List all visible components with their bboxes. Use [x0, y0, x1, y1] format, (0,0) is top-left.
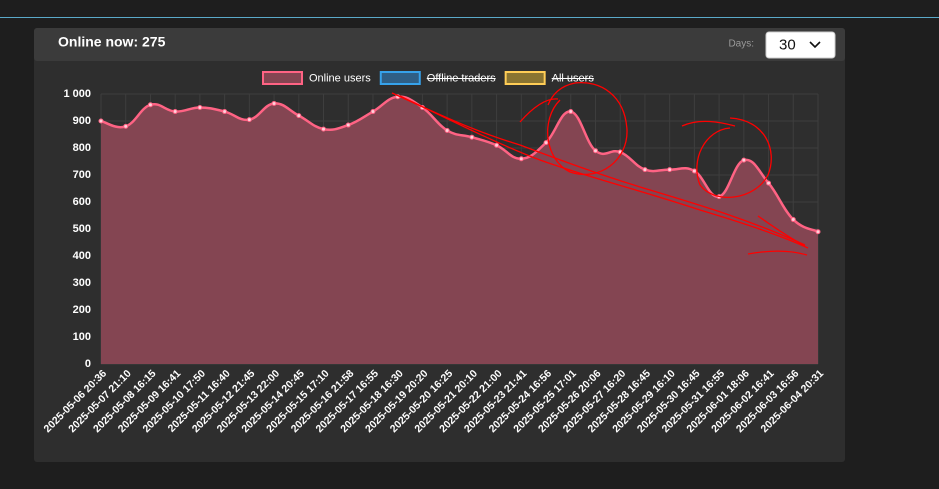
y-tick-label: 900: [73, 115, 91, 127]
point: [321, 126, 327, 132]
point: [147, 102, 153, 108]
days-select[interactable]: 30: [765, 31, 836, 59]
annotation-scribble: [757, 215, 806, 247]
point: [123, 123, 129, 129]
legend-swatch: [262, 71, 303, 85]
point: [197, 105, 203, 110]
area: [101, 96, 818, 364]
annotation-scribble: [681, 120, 736, 127]
select-caret[interactable]: [809, 41, 821, 49]
point: [691, 168, 697, 174]
point: [246, 117, 252, 123]
annotation-scribble: [696, 117, 772, 198]
days-label: Days:: [728, 39, 754, 50]
point: [222, 109, 228, 115]
point: [494, 142, 500, 148]
y-tick-label: 700: [73, 169, 91, 181]
select-box[interactable]: [765, 31, 836, 59]
y-tick-label: 800: [73, 142, 91, 154]
legend-swatch: [379, 71, 421, 85]
point: [741, 157, 747, 163]
y-tick-label: 100: [73, 331, 91, 343]
legend: Online users Offline traders All users: [262, 71, 594, 85]
y-tick-label: 1 000: [63, 88, 91, 100]
y-tick-label: 500: [73, 223, 91, 235]
annotation-scribble: [747, 250, 808, 256]
annotation-scribble: [519, 98, 559, 123]
point: [345, 122, 351, 128]
y-tick-label: 0: [85, 358, 91, 370]
point: [790, 217, 796, 223]
annotation-scribble: [399, 95, 809, 249]
point: [370, 109, 376, 115]
point: [568, 109, 574, 115]
legend-label: Online users: [309, 72, 371, 84]
point: [444, 127, 450, 133]
point: [642, 167, 648, 173]
annotations: [391, 81, 809, 256]
point: [766, 180, 772, 186]
point: [543, 140, 549, 146]
point: [518, 156, 524, 162]
annotation-scribble: [547, 81, 628, 176]
y-tick-label: 400: [73, 250, 91, 262]
point: [271, 100, 277, 106]
card-header: [34, 28, 845, 61]
online-now: Online now: 275: [58, 34, 166, 50]
point: [98, 118, 104, 124]
y-tick-label: 200: [73, 304, 91, 316]
point: [815, 229, 821, 235]
point: [296, 113, 302, 119]
select-value[interactable]: 30: [779, 36, 796, 53]
point: [172, 109, 178, 115]
y-tick-label: 600: [73, 196, 91, 208]
point: [667, 167, 673, 173]
annotation-scribble: [391, 92, 806, 246]
point: [592, 148, 598, 154]
point: [469, 134, 475, 140]
legend-swatch: [504, 71, 546, 85]
y-tick-label: 300: [73, 277, 91, 289]
